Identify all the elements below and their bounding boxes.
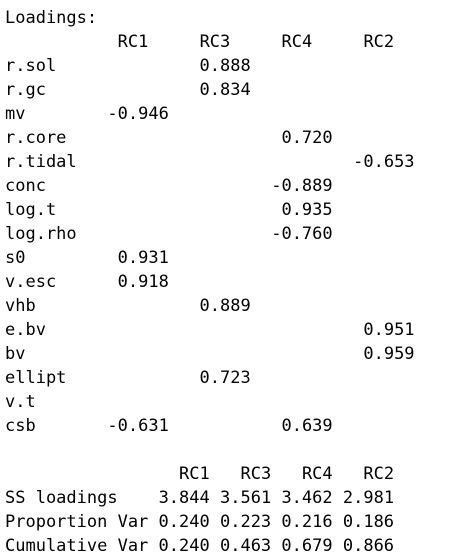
loadings-row-name: log.t [5,200,57,220]
loadings-row-name: v.esc [5,272,57,292]
loadings-row: r.tidal -0.653 [5,150,475,174]
loadings-cell: -0.889 [271,176,333,196]
loadings-row-name: r.gc [5,80,46,100]
summary-cell: 3.462 [281,488,333,508]
loadings-cell: 0.951 [363,320,415,340]
loadings-row-name: r.sol [5,56,57,76]
loadings-row: log.rho -0.760 [5,222,475,246]
summary-column-header: RC3 [240,464,272,484]
loadings-cell: 0.918 [117,272,169,292]
blank-line [5,438,475,462]
loadings-cell: -0.946 [107,104,169,124]
loadings-row-name: ellipt [5,368,67,388]
summary-cell: 0.240 [158,512,210,532]
loadings-row: s0 0.931 [5,246,475,270]
loadings-column-header: RC2 [363,32,395,52]
summary-column-header: RC1 [179,464,210,484]
summary-row-name: Proportion Var [5,512,149,532]
loadings-column-header: RC3 [199,32,231,52]
loadings-row-name: bv [5,344,26,364]
loadings-row-name: conc [5,176,46,196]
loadings-row-name: mv [5,104,26,124]
summary-row-name: Cumulative Var [5,536,149,556]
summary-cell: 2.981 [342,488,395,508]
loadings-row-name: e.bv [5,320,46,340]
loadings-row: e.bv 0.951 [5,318,475,342]
loadings-cell: 0.639 [281,416,333,436]
loadings-column-header: RC1 [117,32,149,52]
loadings-row-name: r.core [5,128,67,148]
loadings-row: bv 0.959 [5,342,475,366]
loadings-row: r.gc 0.834 [5,78,475,102]
summary-column-header: RC2 [363,464,395,484]
loadings-row-name: r.tidal [5,152,77,172]
loadings-cell: -0.631 [107,416,169,436]
loadings-cell: 0.959 [363,344,415,364]
loadings-cell: 0.720 [281,128,333,148]
loadings-row-name: csb [5,416,36,436]
loadings-heading: Loadings: [5,6,475,30]
loadings-heading-text: Loadings: [5,8,98,28]
summary-row: Proportion Var 0.240 0.223 0.216 0.186 [5,510,475,534]
summary-column-header: RC4 [301,464,333,484]
loadings-row: r.sol 0.888 [5,54,475,78]
loadings-row: conc -0.889 [5,174,475,198]
loadings-row: vhb 0.889 [5,294,475,318]
loadings-row: v.esc 0.918 [5,270,475,294]
loadings-row-name: v.t [5,392,36,412]
loadings-row-name: vhb [5,296,36,316]
loadings-row-name: s0 [5,248,26,268]
summary-row: Cumulative Var 0.240 0.463 0.679 0.866 [5,534,475,558]
summary-cell: 0.186 [342,512,395,532]
summary-cell: 3.844 [158,488,210,508]
summary-header-row: RC1 RC3 RC4 RC2 [5,462,475,486]
loadings-row: ellipt 0.723 [5,366,475,390]
summary-cell: 0.679 [281,536,333,556]
loadings-row-name: log.rho [5,224,77,244]
loadings-row: r.core 0.720 [5,126,475,150]
summary-row: SS loadings 3.844 3.561 3.462 2.981 [5,486,475,510]
loadings-cell: 0.935 [281,200,333,220]
summary-cell: 0.463 [219,536,272,556]
loadings-header-row: RC1 RC3 RC4 RC2 [5,30,475,54]
loadings-column-header: RC4 [281,32,313,52]
loadings-cell: 0.888 [199,56,251,76]
loadings-row: mv -0.946 [5,102,475,126]
summary-cell: 0.216 [281,512,333,532]
loadings-cell: 0.931 [117,248,169,268]
loadings-row: v.t [5,390,475,414]
loadings-cell: -0.760 [271,224,333,244]
loadings-cell: 0.889 [199,296,251,316]
loadings-cell: -0.653 [353,152,415,172]
summary-cell: 3.561 [220,488,272,508]
loadings-cell: 0.834 [199,80,251,100]
loadings-row: log.t 0.935 [5,198,475,222]
summary-row-name: SS loadings [5,488,118,508]
summary-cell: 0.866 [342,536,395,556]
summary-cell: 0.240 [158,536,210,556]
summary-cell: 0.223 [219,512,272,532]
loadings-row: csb -0.631 0.639 [5,414,475,438]
loadings-cell: 0.723 [199,368,251,388]
